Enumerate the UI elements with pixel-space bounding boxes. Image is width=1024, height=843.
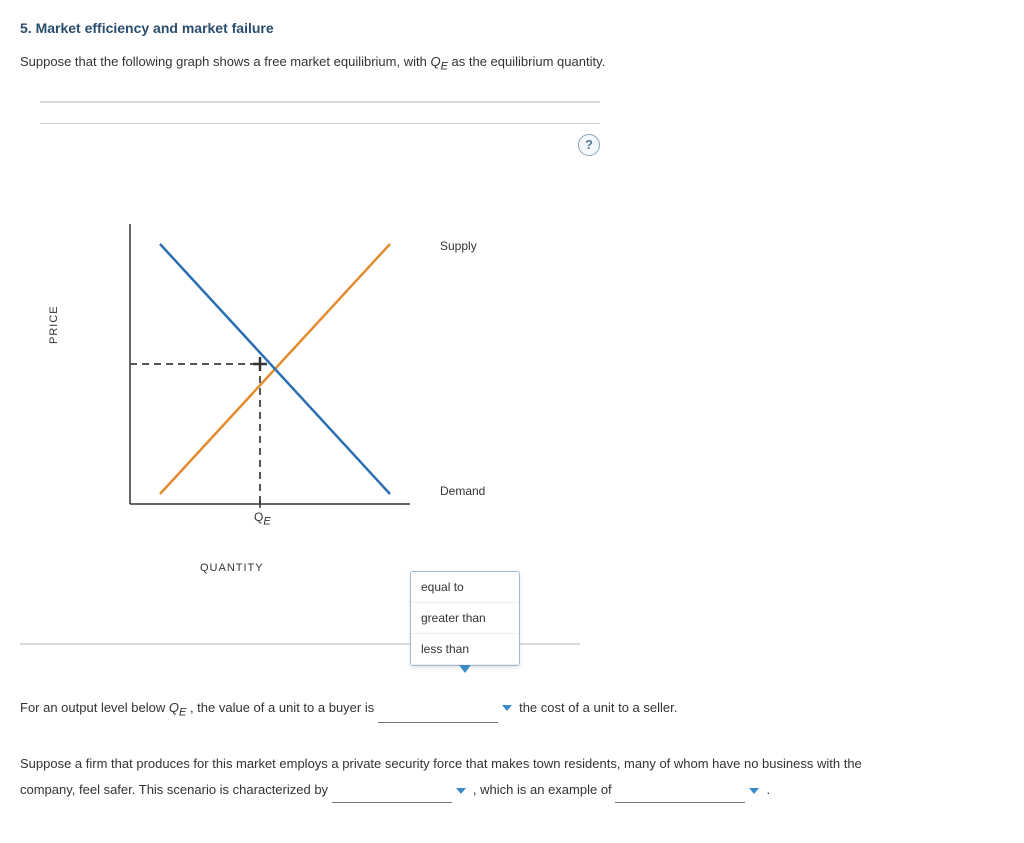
sentence-2: Suppose a firm that produces for this ma… [20,751,1000,803]
s1-mid: , the value of a unit to a buyer is [186,700,374,715]
xtick-e: E [263,515,270,527]
chevron-down-icon[interactable] [502,705,512,711]
blank-2[interactable] [332,789,452,803]
blank-1[interactable] [378,709,498,723]
chevron-down-icon [459,665,471,673]
intro-pre: Suppose that the following graph shows a… [20,54,430,69]
blank-3[interactable] [615,789,745,803]
s2-line1: Suppose a firm that produces for this ma… [20,756,862,771]
dropdown-menu[interactable]: equal to greater than less than [410,571,520,666]
question-heading: 5. Market efficiency and market failure [20,20,1004,36]
help-button[interactable]: ? [578,134,600,156]
intro-qe: Q [430,54,440,69]
x-tick-label: QE [254,510,271,527]
s2-period: . [767,782,771,797]
intro-qe-sub: E [441,61,448,73]
xtick-q: Q [254,510,263,524]
s1-qe: Q [169,700,179,715]
x-axis-label: QUANTITY [200,562,264,574]
s2-line2b: , which is an example of [473,782,612,797]
demand-label: Demand [440,484,485,498]
chevron-down-icon[interactable] [749,788,759,794]
dropdown-option[interactable]: less than [411,634,519,665]
divider-top [40,101,600,103]
chart: QE [70,204,430,564]
supply-label: Supply [440,239,477,253]
dropdown-option[interactable]: equal to [411,572,519,603]
chevron-down-icon[interactable] [456,788,466,794]
question-intro: Suppose that the following graph shows a… [20,54,1004,73]
intro-post: as the equilibrium quantity. [448,54,605,69]
sentence-1: For an output level below QE , the value… [20,695,1000,724]
chart-svg [70,204,430,564]
graph-panel: ? QE PRICE QUANTITY Supply Demand [40,123,600,603]
y-axis-label: PRICE [48,305,60,344]
dropdown-option[interactable]: greater than [411,603,519,634]
s1-pre: For an output level below [20,700,169,715]
s2-line2a: company, feel safer. This scenario is ch… [20,782,328,797]
s1-post: the cost of a unit to a seller. [519,700,677,715]
